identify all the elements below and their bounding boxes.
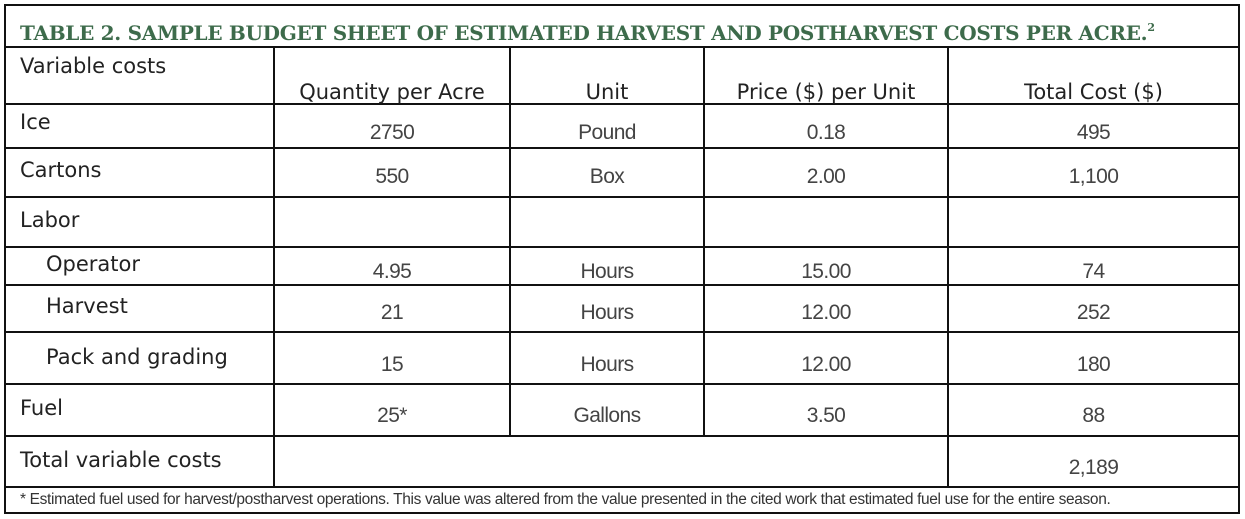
row-price: [703, 196, 949, 248]
row-label: Ice: [6, 103, 275, 149]
row-unit: Hours: [509, 246, 705, 286]
row-quantity: 4.95: [273, 246, 511, 286]
table-title-text: TABLE 2. SAMPLE BUDGET SHEET OF ESTIMATE…: [20, 21, 1148, 45]
row-unit: Box: [509, 147, 705, 198]
row-unit: Hours: [509, 284, 705, 333]
table-row: Pack and grading 15 Hours 12.00 180: [6, 331, 1238, 385]
row-total: [947, 196, 1238, 248]
row-quantity: 15: [273, 331, 511, 385]
table-row: Ice 2750 Pound 0.18 495: [6, 103, 1238, 149]
row-quantity: [273, 196, 511, 248]
header-quantity: Quantity per Acre: [273, 48, 511, 105]
header-total-cost: Total Cost ($): [947, 48, 1238, 105]
row-price: 0.18: [703, 103, 949, 149]
budget-table: Variable costs Quantity per Acre Unit Pr…: [6, 48, 1238, 488]
table-row: Fuel 25* Gallons 3.50 88: [6, 383, 1238, 437]
header-variable-costs: Variable costs: [6, 48, 275, 105]
row-quantity: 550: [273, 147, 511, 198]
title-superscript: 2: [1147, 21, 1155, 34]
row-total: 74: [947, 246, 1238, 286]
row-label: Operator: [6, 246, 275, 286]
header-total-cost-text: Total Cost ($): [1024, 80, 1163, 104]
table-row: Operator 4.95 Hours 15.00 74: [6, 246, 1238, 286]
header-unit: Unit: [509, 48, 705, 105]
header-quantity-text: Quantity per Acre: [299, 80, 485, 104]
row-price: 2.00: [703, 147, 949, 198]
table-header-row: Variable costs Quantity per Acre Unit Pr…: [6, 48, 1238, 105]
row-quantity: 2750: [273, 103, 511, 149]
total-empty-span: [273, 435, 949, 488]
row-quantity: 21: [273, 284, 511, 333]
row-total: 180: [947, 331, 1238, 385]
row-total: 495: [947, 103, 1238, 149]
row-label: Pack and grading: [6, 331, 275, 385]
header-unit-text: Unit: [585, 80, 629, 104]
table-title: TABLE 2. SAMPLE BUDGET SHEET OF ESTIMATE…: [6, 6, 1238, 48]
row-price: 15.00: [703, 246, 949, 286]
row-label: Cartons: [6, 147, 275, 198]
row-total: 88: [947, 383, 1238, 437]
row-label: Fuel: [6, 383, 275, 437]
total-row: Total variable costs 2,189: [6, 435, 1238, 488]
row-unit: Pound: [509, 103, 705, 149]
row-price: 12.00: [703, 284, 949, 333]
row-total: 252: [947, 284, 1238, 333]
row-total: 1,100: [947, 147, 1238, 198]
table-row: Harvest 21 Hours 12.00 252: [6, 284, 1238, 333]
budget-table-frame: TABLE 2. SAMPLE BUDGET SHEET OF ESTIMATE…: [4, 4, 1240, 514]
total-value: 2,189: [947, 435, 1238, 488]
row-price: 12.00: [703, 331, 949, 385]
header-price-text: Price ($) per Unit: [736, 80, 916, 104]
row-unit: [509, 196, 705, 248]
row-label: Harvest: [6, 284, 275, 333]
table-row: Cartons 550 Box 2.00 1,100: [6, 147, 1238, 198]
total-label: Total variable costs: [6, 435, 275, 488]
row-price: 3.50: [703, 383, 949, 437]
table-row: Labor: [6, 196, 1238, 248]
row-unit: Gallons: [509, 383, 705, 437]
footnote: * Estimated fuel used for harvest/postha…: [20, 491, 1111, 508]
row-label: Labor: [6, 196, 275, 248]
row-unit: Hours: [509, 331, 705, 385]
header-price: Price ($) per Unit: [703, 48, 949, 105]
row-quantity: 25*: [273, 383, 511, 437]
